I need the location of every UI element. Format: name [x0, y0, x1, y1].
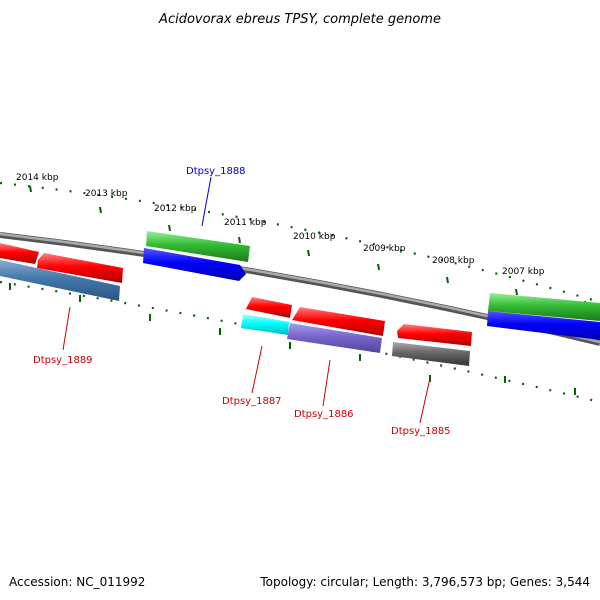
gene-gray-1885[interactable] — [392, 342, 470, 366]
gene-red-left-2[interactable] — [37, 253, 123, 283]
ruler-label: 2013 kbp — [85, 189, 128, 199]
gene-steelblue-1889[interactable] — [0, 260, 120, 301]
gene-label-dtpsy-1887[interactable]: Dtpsy_1887 — [222, 396, 282, 407]
gene-red-left-1[interactable] — [0, 243, 39, 264]
ruler-label: 2012 kbp — [154, 204, 197, 214]
ruler-label: 2011 kbp — [224, 218, 267, 228]
inner-major-ticks — [9, 283, 576, 395]
outer-major-ticks — [29, 185, 587, 308]
gene-slateblue-1886[interactable] — [287, 323, 382, 353]
gene-blue-right[interactable] — [487, 311, 600, 340]
outer-ruler — [0, 181, 600, 304]
ruler-label: 2009 kbp — [363, 244, 406, 254]
accession-text: Accession: NC_011992 — [9, 575, 145, 589]
gene-label-dtpsy-1886[interactable]: Dtpsy_1886 — [294, 409, 354, 420]
gene-blue-1888[interactable] — [143, 248, 246, 281]
ruler-label: 2007 kbp — [502, 267, 545, 277]
genome-summary-text: Topology: circular; Length: 3,796,573 bp… — [259, 575, 590, 589]
ruler-label: 2014 kbp — [16, 173, 59, 183]
gene-red-1885[interactable] — [397, 324, 472, 346]
ruler-label: 2010 kbp — [293, 232, 336, 242]
map-title: Acidovorax ebreus TPSY, complete genome — [158, 12, 441, 27]
gene-label-dtpsy-1888[interactable]: Dtpsy_1888 — [186, 166, 246, 177]
ruler-labels: 2014 kbp 2013 kbp 2012 kbp 2011 kbp 2010… — [16, 173, 545, 277]
label-leaders — [62, 176, 431, 424]
inner-ruler — [0, 280, 600, 404]
gene-cyan-1887[interactable] — [241, 314, 289, 335]
gene-red-1887[interactable] — [246, 297, 292, 318]
gene-label-dtpsy-1885[interactable]: Dtpsy_1885 — [391, 426, 451, 437]
gene-label-dtpsy-1889[interactable]: Dtpsy_1889 — [33, 355, 93, 366]
gene-green-1888[interactable] — [146, 231, 250, 262]
gene-labels: Dtpsy_1888 Dtpsy_1889 Dtpsy_1887 Dtpsy_1… — [33, 166, 451, 437]
gene-green-right[interactable] — [488, 293, 600, 321]
ruler-label: 2008 kbp — [432, 256, 475, 266]
gene-red-1886[interactable] — [292, 307, 385, 336]
